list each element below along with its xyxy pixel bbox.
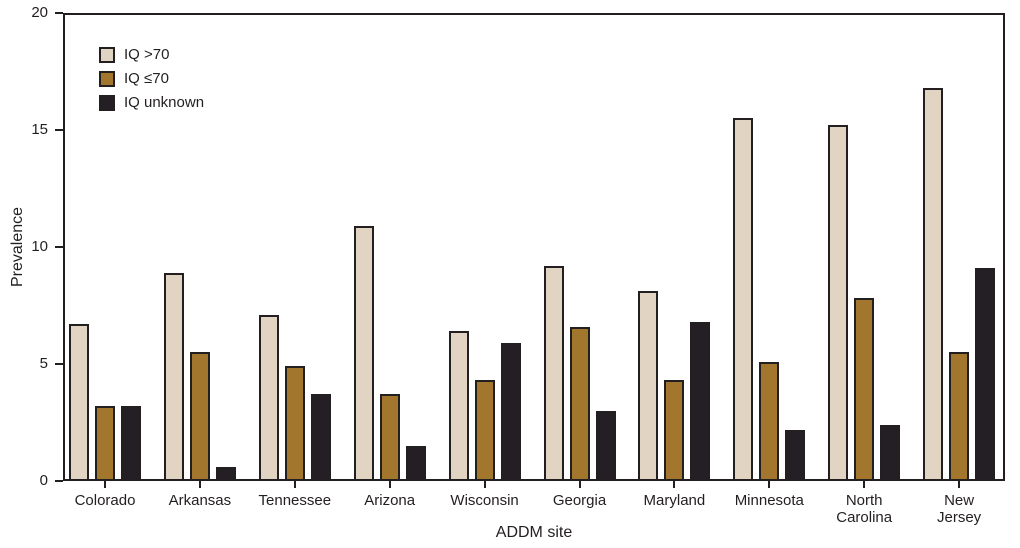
x-tick-mark — [198, 481, 201, 488]
bar-colorado-iq-70 — [69, 324, 89, 481]
bar-wisconsin-iq-70 — [449, 331, 469, 481]
bar-new-jersey-iq-70 — [923, 88, 943, 481]
y-tick-label: 10 — [31, 238, 48, 255]
x-tick-label-new-jersey: New Jersey — [937, 492, 982, 526]
x-tick-mark — [673, 481, 676, 488]
bar-arizona-iq-70 — [354, 226, 374, 481]
legend-item-iq-70: IQ ≤70 — [99, 70, 204, 87]
bar-colorado-iq-70 — [95, 406, 115, 481]
x-tick-label-arizona: Arizona — [364, 492, 416, 509]
bar-maryland-iq-70 — [664, 380, 684, 481]
bar-georgia-iq-unknown — [596, 411, 616, 481]
x-tick-mark — [863, 481, 866, 488]
bar-arizona-iq-70 — [380, 394, 400, 481]
legend-swatch-icon — [99, 70, 115, 87]
x-tick-label-minnesota: Minnesota — [734, 492, 804, 509]
bar-wisconsin-iq-70 — [475, 380, 495, 481]
x-tick-mark — [104, 481, 106, 488]
y-tick-label: 15 — [31, 121, 48, 138]
bar-minnesota-iq-70 — [759, 362, 779, 481]
x-tick-mark — [388, 481, 391, 488]
legend-item-iq-unknown: IQ unknown — [99, 94, 204, 111]
bar-georgia-iq-70 — [570, 327, 590, 481]
bar-north-carolina-iq-70 — [828, 125, 848, 481]
x-tick-mark — [578, 481, 581, 488]
bar-arizona-iq-unknown — [406, 446, 426, 481]
legend-item-iq-70: IQ >70 — [99, 46, 204, 63]
legend-swatch-icon — [99, 94, 115, 111]
legend-label: IQ >70 — [124, 46, 170, 63]
bar-arkansas-iq-unknown — [216, 467, 236, 481]
bar-new-jersey-iq-unknown — [975, 268, 995, 481]
x-tick-mark — [293, 481, 296, 488]
bar-maryland-iq-70 — [638, 291, 658, 481]
x-tick-label-wisconsin: Wisconsin — [450, 492, 519, 509]
y-tick-mark — [55, 12, 63, 14]
legend: IQ >70 IQ ≤70 IQ unknown — [99, 46, 204, 111]
x-tick-label-georgia: Georgia — [552, 492, 607, 509]
bar-new-jersey-iq-70 — [949, 352, 969, 481]
x-tick-label-tennessee: Tennessee — [258, 492, 332, 509]
x-tick-mark — [768, 481, 771, 488]
bar-tennessee-iq-unknown — [311, 394, 331, 481]
x-tick-label-arkansas: Arkansas — [168, 492, 232, 509]
y-tick-mark — [55, 246, 63, 248]
y-tick-mark — [55, 129, 63, 131]
bar-north-carolina-iq-70 — [854, 298, 874, 481]
x-tick-label-maryland: Maryland — [643, 492, 706, 509]
legend-swatch-icon — [99, 46, 115, 63]
x-tick-label-north-carolina: North Carolina — [836, 492, 893, 526]
bar-arkansas-iq-70 — [164, 273, 184, 481]
y-tick-label: 5 — [39, 355, 48, 372]
x-tick-mark — [958, 481, 961, 488]
bar-maryland-iq-unknown — [690, 322, 710, 481]
bar-minnesota-iq-70 — [733, 118, 753, 481]
y-tick-mark — [55, 363, 63, 365]
y-tick-label: 20 — [31, 4, 48, 21]
legend-label: IQ ≤70 — [124, 70, 169, 87]
x-tick-mark — [483, 481, 486, 488]
bar-tennessee-iq-70 — [259, 315, 279, 481]
x-tick-label-colorado: Colorado — [74, 492, 136, 509]
bar-georgia-iq-70 — [544, 266, 564, 481]
bar-colorado-iq-unknown — [121, 406, 141, 481]
x-axis-title: ADDM site — [495, 524, 573, 541]
plot-area: IQ >70 IQ ≤70 IQ unknown — [63, 13, 1005, 481]
y-tick-mark — [55, 480, 63, 482]
legend-label: IQ unknown — [124, 94, 205, 111]
bar-tennessee-iq-70 — [285, 366, 305, 481]
bar-arkansas-iq-70 — [190, 352, 210, 481]
bar-minnesota-iq-unknown — [785, 430, 805, 481]
y-tick-label: 0 — [39, 472, 48, 489]
bar-north-carolina-iq-unknown — [880, 425, 900, 481]
bar-wisconsin-iq-unknown — [501, 343, 521, 481]
